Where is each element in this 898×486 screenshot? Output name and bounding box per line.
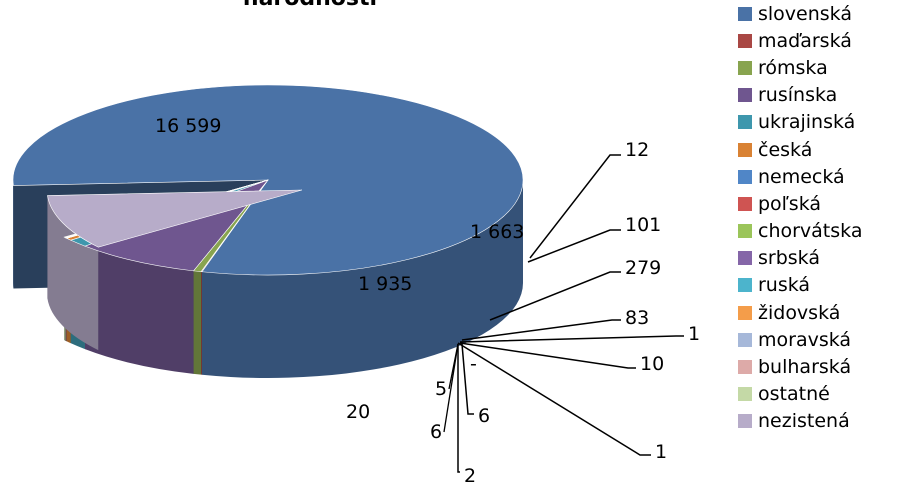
leader-line-4 xyxy=(489,271,621,321)
legend-label-1: maďarská xyxy=(758,29,852,52)
legend-label-3: rusínska xyxy=(758,84,838,107)
leader-line-8 xyxy=(457,342,651,456)
legend-item-3: rusínska xyxy=(738,82,898,109)
data-label-12: 5 xyxy=(435,378,447,400)
legend-item-15: nezistená xyxy=(738,408,898,435)
data-label-13: - xyxy=(470,353,477,375)
pie-side-0 xyxy=(201,180,524,379)
legend-item-10: ruská xyxy=(738,272,898,299)
leader-line-9 xyxy=(457,344,460,473)
pie-side-15 xyxy=(47,195,99,351)
legend-swatch-14 xyxy=(738,387,752,402)
legend-swatch-2 xyxy=(738,60,752,75)
leader-line-7 xyxy=(459,342,636,369)
data-label-10: 6 xyxy=(478,405,490,427)
pie-slice-0 xyxy=(12,84,524,276)
legend-label-5: česká xyxy=(758,138,813,161)
legend-label-0: slovenská xyxy=(758,2,852,25)
legend-swatch-12 xyxy=(738,332,752,347)
leader-line-6 xyxy=(459,335,684,343)
legend: slovenská maďarská rómska rusínska ukrajinsk… xyxy=(738,0,898,435)
data-label-7: 10 xyxy=(640,353,664,375)
legend-swatch-5 xyxy=(738,142,752,157)
legend-item-6: nemecká xyxy=(738,163,898,190)
leader-line-12 xyxy=(448,343,459,390)
legend-item-8: chorvátska xyxy=(738,218,898,245)
pie-tops xyxy=(12,84,524,276)
pie-side-2 xyxy=(193,270,202,375)
legend-label-15: nezistená xyxy=(758,410,850,433)
leader-line-10 xyxy=(461,343,474,415)
legend-swatch-1 xyxy=(738,33,752,48)
legend-swatch-6 xyxy=(738,169,752,184)
data-label-5: 83 xyxy=(625,307,649,329)
legend-item-7: poľská xyxy=(738,190,898,217)
data-label-14: 20 xyxy=(346,401,370,423)
data-label-3: 1 663 xyxy=(470,221,524,243)
legend-item-13: bulharská xyxy=(738,353,898,380)
legend-label-11: židovská xyxy=(758,301,841,324)
legend-label-7: poľská xyxy=(758,192,822,215)
data-label-11: 6 xyxy=(430,421,442,443)
legend-item-4: ukrajinská xyxy=(738,109,898,136)
pie-slice-15 xyxy=(47,189,303,248)
data-label-1: 12 xyxy=(625,139,649,161)
legend-item-14: ostatné xyxy=(738,381,898,408)
legend-label-8: chorvátska xyxy=(758,220,863,243)
legend-swatch-8 xyxy=(738,224,752,239)
legend-label-6: nemecká xyxy=(758,165,845,188)
legend-item-5: česká xyxy=(738,136,898,163)
data-label-6: 1 xyxy=(688,323,700,345)
legend-item-12: moravská xyxy=(738,326,898,353)
legend-swatch-13 xyxy=(738,360,752,375)
leader-line-5 xyxy=(461,319,621,341)
data-label-0: 16 599 xyxy=(155,115,221,137)
pie-side-1 xyxy=(201,271,202,375)
legend-swatch-4 xyxy=(738,115,752,130)
legend-swatch-7 xyxy=(738,196,752,211)
leader-line-2 xyxy=(527,229,621,263)
legend-label-2: rómska xyxy=(758,56,828,79)
leader-line-1 xyxy=(529,154,621,259)
legend-label-14: ostatné xyxy=(758,383,830,406)
legend-swatch-0 xyxy=(738,6,752,21)
legend-swatch-11 xyxy=(738,305,752,320)
data-label-9: 2 xyxy=(464,465,476,486)
legend-item-11: židovská xyxy=(738,299,898,326)
data-label-8: 1 xyxy=(655,441,667,463)
legend-item-1: maďarská xyxy=(738,27,898,54)
data-label-15: 1 935 xyxy=(358,273,412,295)
legend-label-9: srbská xyxy=(758,247,820,270)
legend-swatch-15 xyxy=(738,414,752,429)
chart-title: národnosti xyxy=(200,0,420,11)
legend-item-9: srbská xyxy=(738,245,898,272)
pie-side-3 xyxy=(84,246,194,374)
data-label-4: 279 xyxy=(625,257,661,279)
legend-item-2: rómska xyxy=(738,54,898,81)
legend-label-10: ruská xyxy=(758,274,811,297)
legend-label-12: moravská xyxy=(758,328,852,351)
legend-label-13: bulharská xyxy=(758,356,852,379)
legend-swatch-9 xyxy=(738,251,752,266)
data-label-2: 101 xyxy=(625,214,661,236)
legend-label-4: ukrajinská xyxy=(758,111,856,134)
legend-swatch-10 xyxy=(738,278,752,293)
legend-swatch-3 xyxy=(738,88,752,103)
legend-item-0: slovenská xyxy=(738,0,898,27)
